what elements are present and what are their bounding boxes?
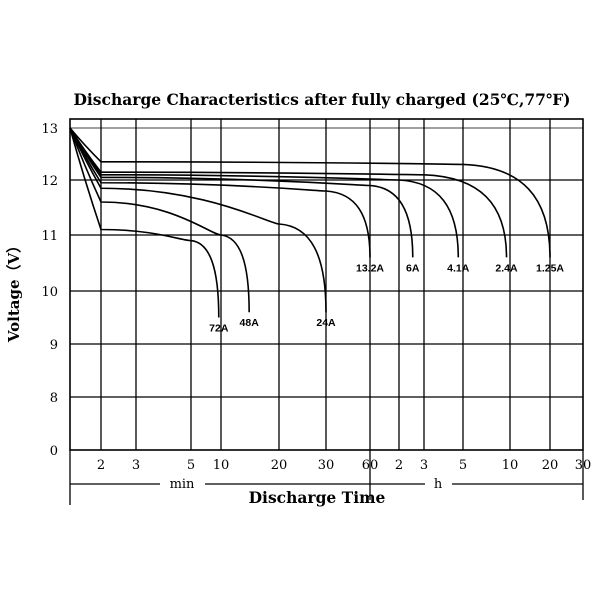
discharge-curve	[69, 127, 414, 258]
curve-label: 48A	[240, 317, 260, 329]
y-tick-label: 11	[41, 229, 58, 244]
discharge-curve	[69, 127, 508, 258]
curve-label: 6A	[406, 262, 420, 274]
y-tick-label: 0	[50, 444, 58, 459]
x-tick-label: 30	[575, 458, 592, 473]
curve-labels: 72A 48A 24A 13.2A 6A 4.1A 2.4A 1.25A	[209, 262, 564, 334]
axis-ticks: 0 8 9 10 11 12 13 2 3 5 10 20 30 60 2 3 5 10 20 30	[41, 122, 591, 473]
x-tick-label: 10	[213, 458, 230, 473]
curve-label: 24A	[316, 317, 336, 329]
discharge-curve	[69, 127, 460, 258]
x-tick-label: 2	[395, 458, 403, 473]
x-tick-label: 5	[459, 458, 467, 473]
curve-label: 13.2A	[356, 262, 384, 274]
x-tick-label: 20	[271, 458, 288, 473]
curve-label: 4.1A	[447, 262, 470, 274]
x-tick-label: 3	[132, 458, 140, 473]
discharge-curve	[69, 127, 250, 313]
discharge-curve	[69, 127, 551, 258]
y-tick-label: 10	[41, 285, 58, 300]
y-tick-label: 13	[41, 122, 58, 137]
discharge-curve	[69, 127, 327, 313]
x-tick-label: 20	[542, 458, 559, 473]
x-tick-label: 5	[187, 458, 195, 473]
x-tick-label: 30	[318, 458, 335, 473]
x-tick-label: 2	[97, 458, 105, 473]
x-tick-label: 10	[502, 458, 519, 473]
curve-label: 1.25A	[536, 262, 564, 274]
x-axis-label: Discharge Time	[249, 488, 386, 507]
discharge-curve	[69, 127, 220, 318]
chart-title: Discharge Characteristics after fully ch…	[73, 90, 570, 109]
x-unit-min: min	[170, 477, 195, 492]
discharge-curves	[69, 127, 551, 318]
discharge-curve	[69, 127, 371, 258]
y-tick-label: 9	[50, 338, 58, 353]
curve-label: 72A	[209, 323, 229, 335]
y-tick-label: 8	[50, 391, 58, 406]
x-unit-h: h	[434, 477, 443, 492]
y-tick-label: 12	[41, 174, 58, 189]
y-axis-label: Voltage（V）	[5, 238, 23, 343]
curve-label: 2.4A	[495, 262, 518, 274]
x-tick-label: 60	[362, 458, 379, 473]
x-tick-label: 3	[420, 458, 428, 473]
